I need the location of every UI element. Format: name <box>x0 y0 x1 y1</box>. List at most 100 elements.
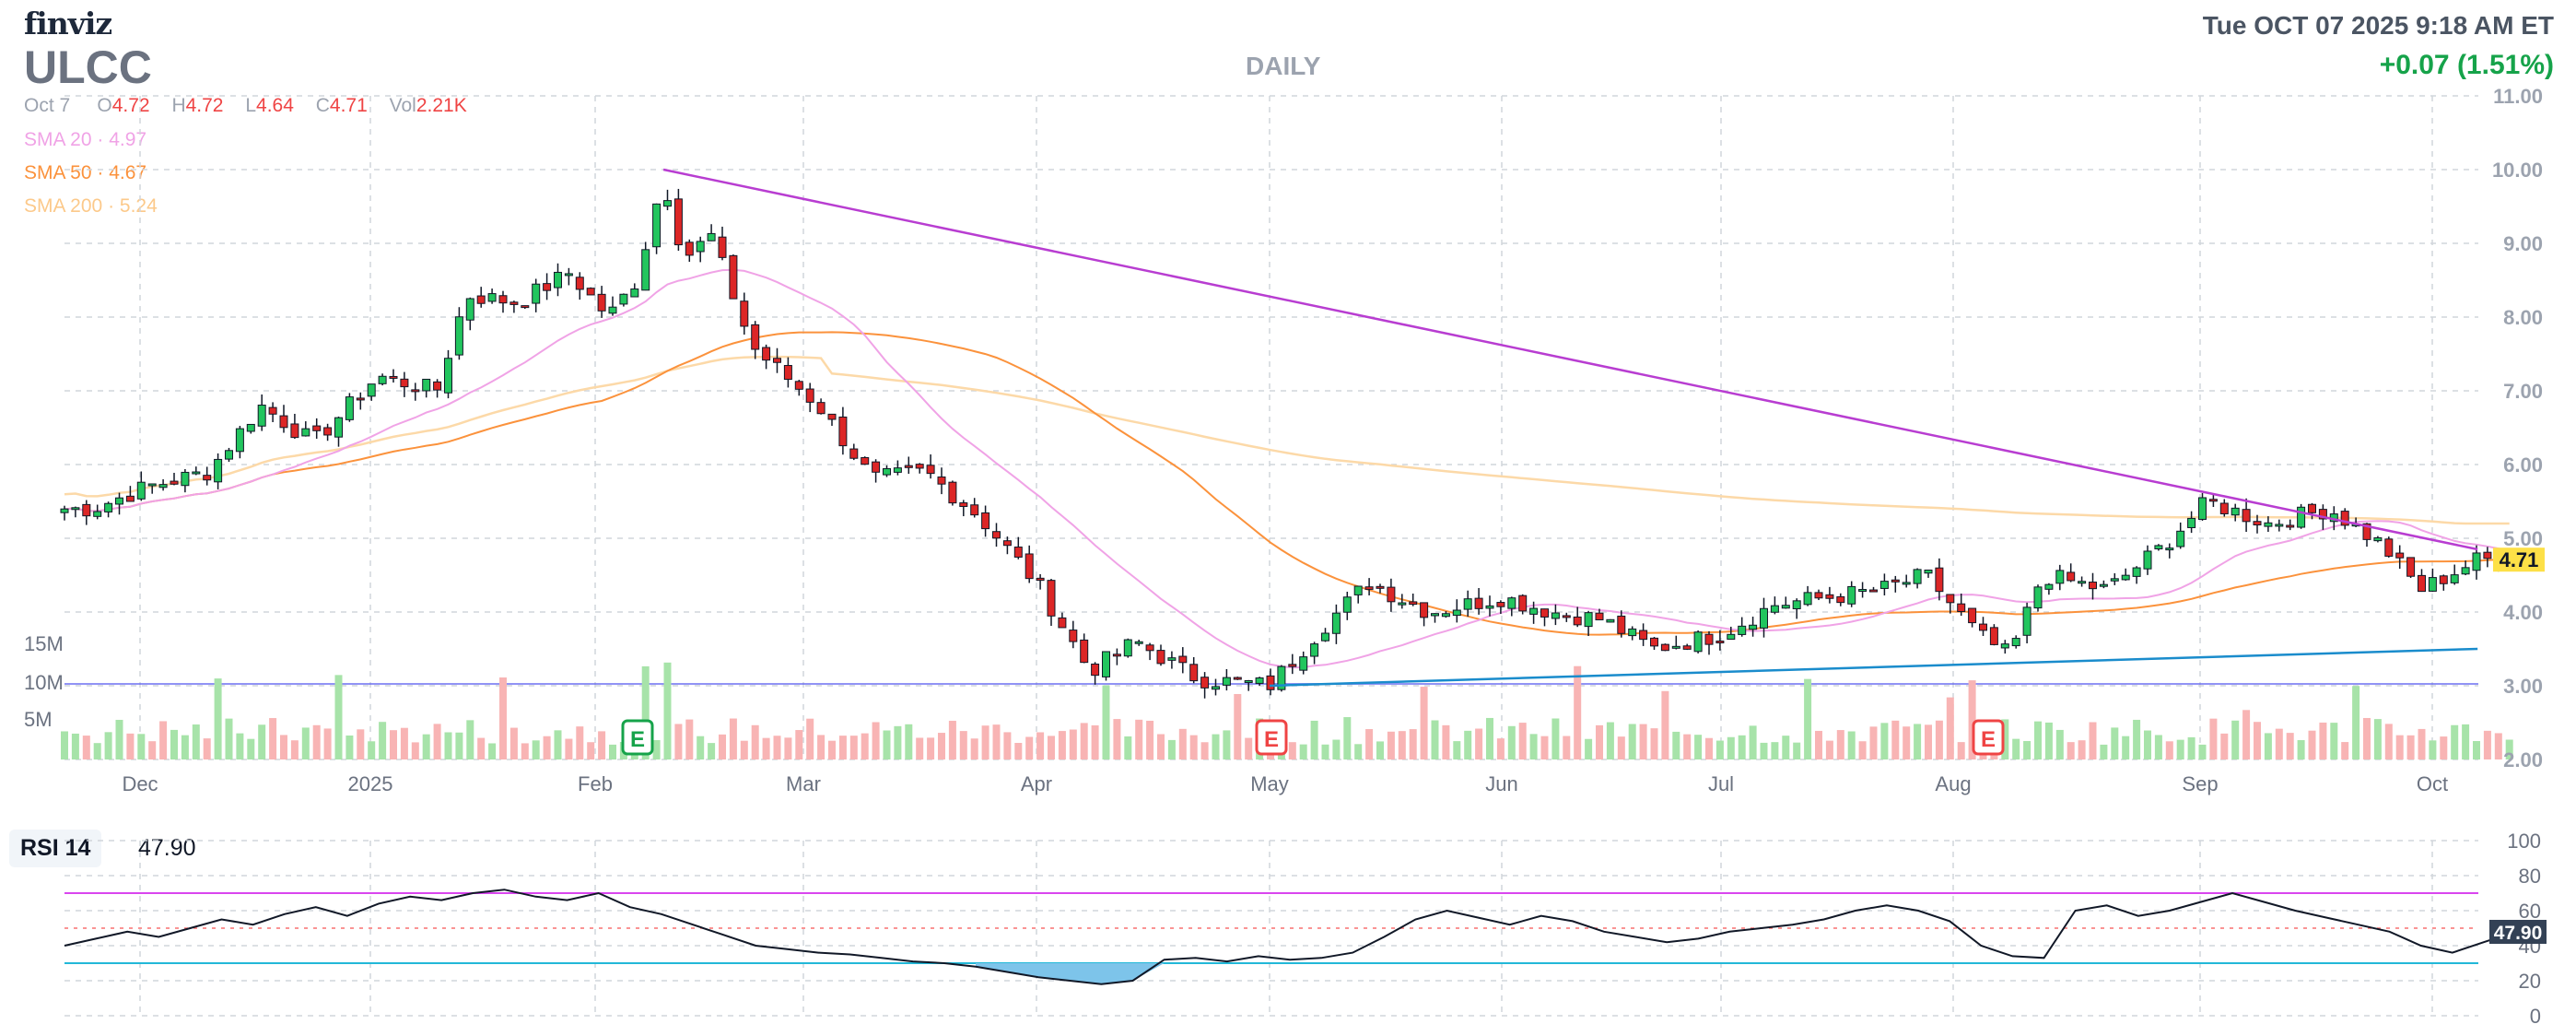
finviz-logo[interactable]: finviz <box>24 6 112 41</box>
candle-body <box>2000 643 2009 649</box>
volume-bar <box>1628 724 1636 759</box>
price-chart[interactable]: E E E 11.00 10.00 9.00 8.00 7.00 6.00 5.00 4.00 3.… <box>0 0 2576 811</box>
volume-bar <box>685 719 694 759</box>
rsi-line <box>64 889 2516 985</box>
volume-bar <box>488 743 497 759</box>
price-tick-label: 8.00 <box>2503 306 2543 329</box>
volume-bar <box>1935 720 1943 759</box>
volume-bar <box>2078 740 2086 759</box>
volume-bar <box>1793 742 1801 759</box>
date-tick-label: Apr <box>1021 772 1052 795</box>
candle-body <box>1441 613 1450 618</box>
volume-bar <box>1946 697 1954 759</box>
candle-body <box>1299 656 1308 671</box>
candle-body <box>1069 630 1078 642</box>
close-value: 4.71 <box>329 95 368 116</box>
candle-body <box>203 475 212 481</box>
volume-bar <box>938 733 945 759</box>
volume-bar <box>1869 726 1878 759</box>
candle-body <box>2264 522 2273 527</box>
volume-bar <box>2209 718 2218 759</box>
candle-body <box>1047 580 1056 617</box>
volume-bar <box>400 727 408 759</box>
candle-body <box>2143 550 2152 570</box>
low-label: L <box>245 95 257 116</box>
date-tick-label: Dec <box>122 772 158 795</box>
volume-bar <box>1464 730 1472 759</box>
candle-body <box>192 471 201 475</box>
sma200-legend: SMA 200 · 5.24 <box>24 195 158 217</box>
candle-body <box>1244 679 1253 683</box>
candle-body <box>1529 607 1539 615</box>
price-tick-label: 11.00 <box>2493 85 2543 108</box>
volume-bar <box>1014 742 1023 759</box>
volume-bar <box>148 741 157 759</box>
volume-bar <box>181 735 189 759</box>
volume-bar <box>2187 736 2195 759</box>
volume-bar <box>1234 693 1242 759</box>
volume-bar <box>2440 736 2448 759</box>
earnings-marker[interactable]: E <box>1255 719 1288 756</box>
price-tick-label: 7.00 <box>2503 380 2543 403</box>
rsi-tick-label: 0 <box>2530 1005 2541 1028</box>
volume-bar <box>1124 736 1132 759</box>
volume-bar <box>269 718 277 759</box>
earnings-marker[interactable]: E <box>1972 719 2005 756</box>
volume-bar <box>773 736 781 759</box>
candle-body <box>740 300 749 327</box>
candle-body <box>82 503 91 517</box>
candle-body <box>1123 639 1132 657</box>
volume-bar <box>2133 719 2141 759</box>
candle-body <box>2439 575 2448 584</box>
candle-body <box>444 358 452 394</box>
candle-body <box>2461 567 2470 575</box>
date-tick-label: Feb <box>578 772 613 795</box>
candle-body <box>926 465 935 475</box>
candle-body <box>93 511 102 517</box>
volume-bar <box>1431 720 1439 759</box>
date-tick-label: Jul <box>1708 772 1734 795</box>
candle-body <box>1606 618 1615 623</box>
volume-bar <box>2494 733 2502 759</box>
volume-bar <box>104 732 112 759</box>
candle-body <box>1342 596 1352 613</box>
volume-bar <box>323 728 332 759</box>
candle-body <box>2450 574 2459 583</box>
volume-bar <box>466 720 474 759</box>
candle-body <box>1902 582 1911 585</box>
volume-bar <box>2176 739 2184 759</box>
candle-body <box>181 471 190 487</box>
volume-bar <box>170 729 178 759</box>
volume-bar <box>1048 736 1055 759</box>
candle-body <box>1167 657 1177 661</box>
ohlc-legend: Oct 7 O4.72 H4.72 L4.64 C4.71 Vol2.21K <box>24 95 484 117</box>
candle-body <box>422 378 431 392</box>
candle-body <box>1660 643 1669 652</box>
volume-bar <box>61 731 68 759</box>
volume-bar <box>1376 741 1384 759</box>
price-tick-label: 2.00 <box>2503 748 2543 771</box>
sma50-path <box>64 331 2510 636</box>
volume-bar <box>1880 723 1889 759</box>
price-tick-label: 6.00 <box>2503 453 2543 477</box>
volume-bar <box>543 736 551 759</box>
candle-body <box>1935 567 1944 593</box>
candle-body <box>729 254 738 300</box>
volume-axis: 15M 10M 5M <box>24 632 64 731</box>
volume-bar <box>992 724 1001 759</box>
volume-bar <box>1563 736 1571 759</box>
candle-body <box>1002 540 1012 547</box>
volume-bar <box>784 737 792 759</box>
candle-body <box>1387 586 1396 603</box>
candle-body <box>1540 608 1549 618</box>
earnings-marker[interactable]: E <box>621 719 654 756</box>
candle-body <box>1979 623 1987 631</box>
rsi-last-tag: 47.90 <box>2489 919 2547 944</box>
rsi-label: RSI 14 <box>9 830 102 867</box>
volume-bar <box>1288 742 1296 759</box>
trendlines[interactable] <box>662 168 2478 688</box>
volume-value: 2.21K <box>416 95 467 116</box>
volume-bar <box>411 742 419 759</box>
